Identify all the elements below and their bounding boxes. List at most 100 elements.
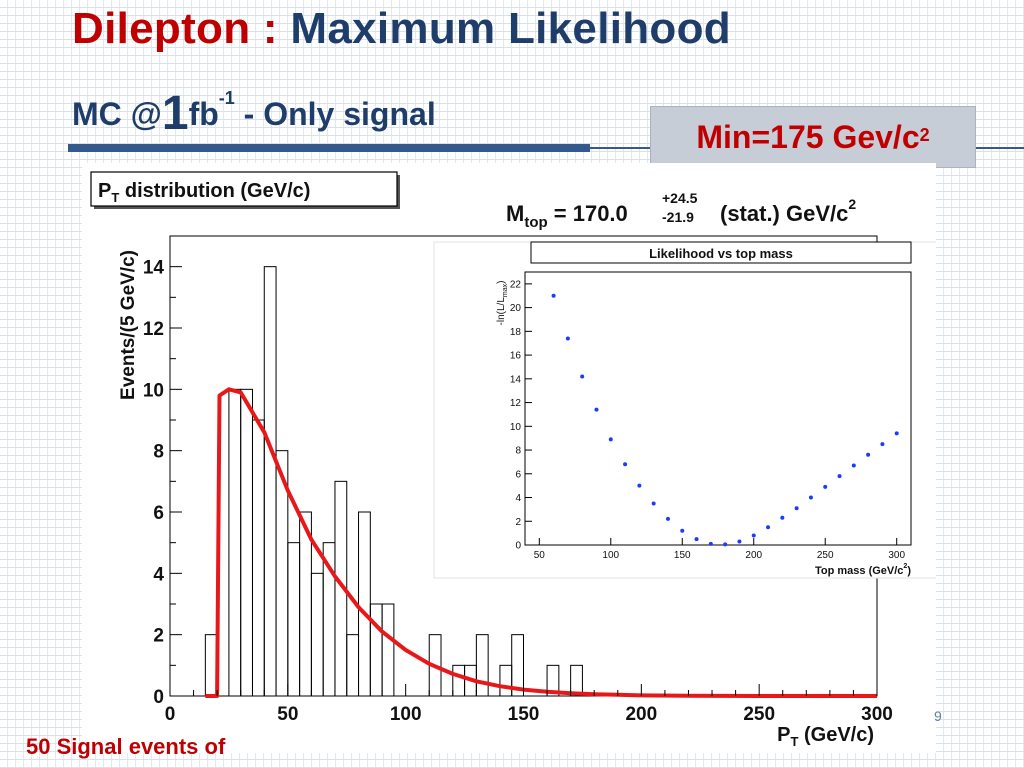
likelihood-point — [665, 516, 670, 521]
slide-title-part2: Maximum Likelihood — [290, 4, 731, 53]
likelihood-point — [723, 542, 728, 547]
histogram-y-tick-label: 8 — [153, 442, 164, 463]
inset-y-tick-label: 10 — [510, 422, 522, 433]
histogram-x-tick-label: 250 — [743, 704, 775, 725]
likelihood-point — [651, 501, 656, 506]
likelihood-point — [737, 539, 742, 544]
footer-note: 50 Signal events of — [26, 734, 226, 759]
histogram-bar — [346, 634, 360, 697]
mtop-label: Mtop = 170.0 — [506, 201, 628, 231]
inset-x-axis-title: Top mass (GeV/c2) — [815, 563, 911, 577]
inset-y-axis-title: -ln(L/Lmax) — [496, 281, 509, 326]
histogram-bar — [228, 388, 242, 697]
histogram-bar — [358, 511, 371, 697]
likelihood-point — [594, 407, 599, 412]
likelihood-point — [637, 483, 642, 488]
page-number: 9 — [934, 708, 942, 724]
inset-points — [551, 293, 899, 547]
histogram-x-tick-label: 50 — [277, 704, 298, 725]
inset-y-tick-label: 22 — [510, 279, 522, 290]
subtitle-unit: fb — [188, 96, 219, 132]
histogram-y-tick-label: 6 — [153, 503, 164, 524]
histogram-bar — [570, 664, 583, 697]
inset-x-tick-label: 100 — [602, 550, 619, 561]
subtitle-unit-exponent: -1 — [218, 88, 235, 108]
likelihood-point — [866, 452, 871, 457]
mtop-error-down: -21.9 — [662, 209, 694, 225]
histogram-y-tick-label: 14 — [143, 258, 165, 279]
minimum-callout-box: Min=175 Gev/c2 — [650, 106, 976, 168]
subtitle-luminosity: 1 — [161, 87, 189, 140]
inset-x-tick-label: 200 — [745, 550, 762, 561]
histogram-y-tick-label: 12 — [143, 319, 164, 340]
mtop-annotation: Mtop = 170.0 +24.5 -21.9 (stat.) GeV/c2 — [506, 190, 856, 231]
inset-x-tick-label: 50 — [534, 550, 546, 561]
subtitle-suffix: - Only signal — [234, 96, 436, 132]
histogram-x-tick-label: 100 — [390, 704, 422, 725]
inset-y-tick-label: 14 — [510, 374, 522, 385]
likelihood-point — [837, 474, 842, 479]
histogram-x-tick-label: 0 — [165, 704, 176, 725]
histogram-bar — [499, 664, 513, 697]
slide-subtitle: MC @1fb-1 - Only signal — [72, 82, 436, 140]
likelihood-point — [580, 374, 585, 379]
likelihood-point — [780, 515, 785, 520]
inset-x-tick-label: 150 — [674, 550, 691, 561]
inset-y-tick-label: 8 — [515, 446, 521, 457]
inset-y-tick-label: 6 — [515, 469, 521, 480]
slide-title: Dilepton : Maximum Likelihood — [72, 4, 731, 54]
inset-y-tick-label: 0 — [515, 541, 521, 552]
histogram-x-axis-title: PT (GeV/c) — [777, 724, 874, 749]
histogram-x-tick-label: 200 — [625, 704, 657, 725]
histogram-bar — [310, 572, 324, 697]
likelihood-point — [823, 484, 828, 489]
mtop-suffix: (stat.) GeV/c2 — [720, 196, 856, 226]
likelihood-point — [880, 442, 885, 447]
inset-y-tick-label: 2 — [515, 517, 521, 528]
likelihood-point — [751, 533, 756, 538]
histogram-y-tick-label: 2 — [153, 626, 164, 647]
histogram-title-box: PT distribution (GeV/c) — [90, 171, 400, 209]
likelihood-point — [694, 537, 699, 542]
minimum-unit-exponent: 2 — [919, 125, 930, 145]
inset-frame — [524, 271, 912, 546]
likelihood-point — [565, 336, 570, 341]
likelihood-point — [851, 463, 856, 468]
inset-background — [433, 241, 936, 579]
likelihood-point — [608, 437, 613, 442]
minimum-value: Min=175 Gev/c — [696, 119, 920, 155]
histogram-bar — [369, 603, 383, 697]
inset-y-tick-label: 18 — [510, 327, 522, 338]
histogram-bar — [511, 634, 525, 697]
likelihood-point — [708, 541, 713, 546]
histogram-y-tick-label: 10 — [143, 380, 164, 401]
histogram-bar — [381, 603, 395, 697]
histogram-y-axis-title: Events/(5 GeV/c) — [118, 250, 139, 400]
mtop-error-up: +24.5 — [662, 190, 698, 206]
inset-x-tick-label: 250 — [817, 550, 834, 561]
histogram-bar — [251, 419, 265, 697]
histogram-y-tick-label: 0 — [153, 687, 164, 708]
likelihood-point — [894, 431, 899, 436]
likelihood-point — [766, 525, 771, 530]
histogram-bar — [240, 388, 253, 697]
subtitle-prefix: MC @ — [72, 96, 162, 132]
inset-title: Likelihood vs top mass — [649, 246, 793, 261]
inset-y-tick-label: 12 — [510, 398, 522, 409]
likelihood-point — [551, 293, 556, 298]
inset-x-tick-label: 300 — [888, 550, 905, 561]
inset-y-tick-label: 4 — [515, 493, 521, 504]
title-underline — [68, 144, 590, 152]
likelihood-point — [623, 462, 628, 467]
inset-panel: Likelihood vs top mass 50 100 150 200 250 300… — [433, 241, 936, 579]
plot-canvas: PT distribution (GeV/c) Mtop = 170.0 +24… — [82, 163, 936, 753]
likelihood-point — [680, 528, 685, 533]
histogram-bar — [475, 634, 489, 697]
likelihood-point — [808, 495, 813, 500]
charts-svg: PT distribution (GeV/c) Mtop = 170.0 +24… — [90, 171, 936, 749]
histogram-x-tick-label: 300 — [861, 704, 893, 725]
inset-y-tick-label: 16 — [510, 351, 522, 362]
slide-title-part1: Dilepton : — [72, 4, 278, 53]
histogram-x-tick-label: 150 — [508, 704, 540, 725]
